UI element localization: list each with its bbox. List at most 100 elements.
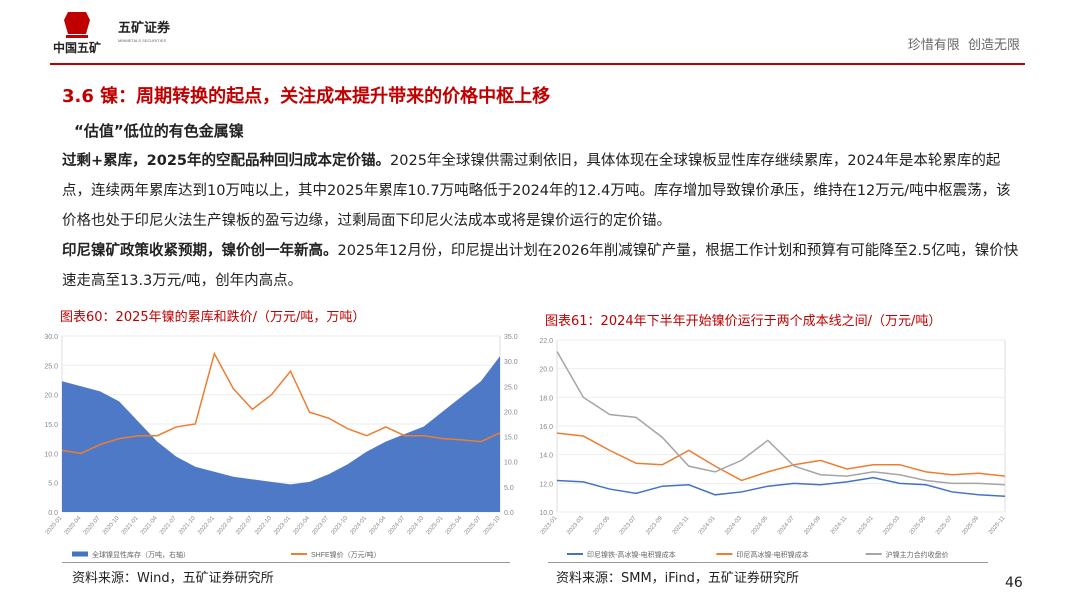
- x-tick-label: 2021-10: [178, 515, 197, 536]
- y-tick-label: 10.0: [44, 451, 58, 458]
- x-tick-label: 2022-04: [216, 515, 235, 536]
- subtitle: “估值”低位的有色金属镍: [74, 122, 244, 140]
- y-tick-label: 12.0: [539, 481, 553, 488]
- slide-title: 3.6 镍：周期转换的起点，关注成本提升带来的价格中枢上移: [62, 86, 551, 107]
- x-tick-label: 2021-04: [140, 515, 159, 536]
- legend-label: 沪镍主力合约收盘价: [886, 550, 949, 559]
- x-tick-label: 2020-10: [102, 515, 121, 536]
- page-number: 46: [1005, 575, 1023, 591]
- y-tick-label: 30.0: [504, 359, 518, 366]
- legend-label: SHFE镍价（万元/吨）: [311, 550, 381, 559]
- x-tick-label: 2023-01: [540, 515, 559, 536]
- line: [556, 476, 1006, 497]
- x-tick-label: 2025-10: [483, 515, 502, 536]
- x-tick-label: 2020-01: [45, 515, 64, 536]
- x-tick-label: 2023-01: [273, 515, 292, 536]
- x-tick-label: 2025-05: [909, 515, 928, 536]
- legend-label: 印尼高冰镍-电积镍成本: [736, 550, 808, 559]
- x-tick-label: 2024-01: [698, 515, 717, 536]
- x-tick-label: 2022-07: [235, 515, 254, 536]
- x-tick-label: 2025-01: [856, 515, 875, 536]
- para-text: 2025年12月份，印尼提出计划在2026年削减镍矿产量，根据工作计划和预算有可…: [62, 243, 1019, 289]
- line: [556, 351, 1006, 486]
- x-tick-label: 2024-09: [803, 515, 822, 536]
- x-tick-label: 2025-01: [426, 515, 445, 536]
- paragraph: 印尼镍矿政策收紧预期，镍价创一年新高。2025年12月份，印尼提出计划在2026…: [62, 236, 1022, 296]
- x-tick-label: 2023-11: [672, 515, 691, 536]
- x-tick-label: 2021-07: [159, 515, 178, 536]
- para-lead: 印尼镍矿政策收紧预期，镍价创一年新高。: [62, 243, 338, 259]
- x-tick-label: 2023-07: [311, 515, 330, 536]
- x-tick-label: 2024-07: [777, 515, 796, 536]
- chart: 10.0 12.0 14.0 16.0 18.0 20.0 22.0 2023-01 2023-…: [539, 338, 1007, 559]
- x-tick-label: 2022-01: [197, 515, 216, 536]
- para-text: 2025年全球镍供需过剩依旧，具体体现在全球镍板显性库存继续累库，2024年是本…: [62, 153, 1011, 229]
- x-tick-label: 2020-04: [64, 515, 83, 536]
- y-tick-label: 15.0: [504, 435, 518, 442]
- y-tick-label: 10.0: [539, 510, 553, 517]
- y-tick-label: 30.0: [44, 334, 58, 341]
- chart: 0.0 5.0 10.0 15.0 20.0 25.0 30.0 0.0 5.0 10.0 15.0…: [44, 334, 518, 559]
- y-tick-label: 20.0: [539, 367, 553, 374]
- x-tick-label: 2024-11: [830, 515, 849, 536]
- y-tick-label: 5.0: [504, 485, 514, 492]
- x-tick-label: 2024-07: [388, 515, 407, 536]
- paragraph: 过剩+累库，2025年的空配品种回归成本定价锚。2025年全球镍供需过剩依旧，具…: [62, 146, 1022, 236]
- y-tick-label: 20.0: [504, 409, 518, 416]
- para-lead: 过剩+累库，2025年的空配品种回归成本定价锚。: [62, 153, 391, 169]
- y-tick-label: 16.0: [539, 424, 553, 431]
- x-tick-label: 2023-09: [645, 515, 664, 536]
- company-en: MINMETALS SECURITIES: [118, 38, 166, 43]
- y-tick-label: 15.0: [44, 422, 58, 429]
- logo: 中国五矿 五矿证券 MINMETALS SECURITIES: [53, 12, 171, 55]
- x-tick-label: 2023-10: [330, 515, 349, 536]
- source: 资料来源：Wind，五矿证券研究所: [72, 571, 274, 586]
- x-tick-label: 2024-05: [751, 515, 770, 536]
- y-tick-label: 25.0: [44, 363, 58, 370]
- company: 五矿证券: [118, 20, 171, 35]
- source-rule: [62, 562, 510, 563]
- logo-emblem: [64, 12, 90, 34]
- source-rule: [548, 562, 988, 563]
- x-tick-label: 2024-10: [407, 515, 426, 536]
- x-tick-label: 2025-11: [988, 515, 1007, 536]
- logo-bar: [66, 35, 88, 38]
- source: 资料来源：SMM，iFind，五矿证券研究所: [556, 571, 799, 586]
- area: [62, 356, 500, 512]
- x-tick-label: 2023-05: [592, 515, 611, 536]
- x-tick-label: 2025-04: [445, 515, 464, 536]
- x-tick-label: 2021-01: [121, 515, 140, 536]
- x-tick-label: 2023-03: [566, 515, 585, 536]
- line: [61, 351, 501, 455]
- figure-title: 图表61：2024年下半年开始镍价运行于两个成本线之间/（万元/吨）: [545, 314, 942, 329]
- y-tick-label: 0.0: [48, 510, 58, 517]
- figure-title: 图表60：2025年镍的累库和跌价/（万元/吨，万吨）: [60, 310, 366, 325]
- y-tick-label: 22.0: [539, 338, 553, 345]
- slogan: 珍惜有限 创造无限: [907, 38, 1020, 53]
- x-tick-label: 2024-01: [349, 515, 368, 536]
- x-tick-label: 2024-04: [369, 515, 388, 536]
- legend-label: 印尼镍铁-高冰镍-电积镍成本: [587, 550, 676, 559]
- brand: 中国五矿: [53, 40, 101, 55]
- x-tick-label: 2025-07: [935, 515, 954, 536]
- line: [556, 432, 1006, 482]
- legend-label: 全球镍显性库存（万吨，右轴）: [92, 550, 190, 559]
- x-tick-label: 2024-03: [724, 515, 743, 536]
- x-tick-label: 2025-09: [961, 515, 980, 536]
- x-tick-label: 2023-04: [292, 515, 311, 536]
- x-tick-label: 2023-07: [619, 515, 638, 536]
- y-tick-label: 25.0: [504, 384, 518, 391]
- x-tick-label: 2025-03: [882, 515, 901, 536]
- y-tick-label: 35.0: [504, 334, 518, 341]
- x-tick-label: 2022-10: [254, 515, 273, 536]
- y-tick-label: 10.0: [504, 460, 518, 467]
- y-tick-label: 18.0: [539, 395, 553, 402]
- y-tick-label: 0.0: [504, 510, 514, 517]
- x-tick-label: 2025-07: [464, 515, 483, 536]
- x-tick-label: 2020-07: [83, 515, 102, 536]
- header-rule: [50, 63, 1025, 65]
- y-tick-label: 20.0: [44, 393, 58, 400]
- y-tick-label: 14.0: [539, 453, 553, 460]
- y-tick-label: 5.0: [48, 481, 58, 488]
